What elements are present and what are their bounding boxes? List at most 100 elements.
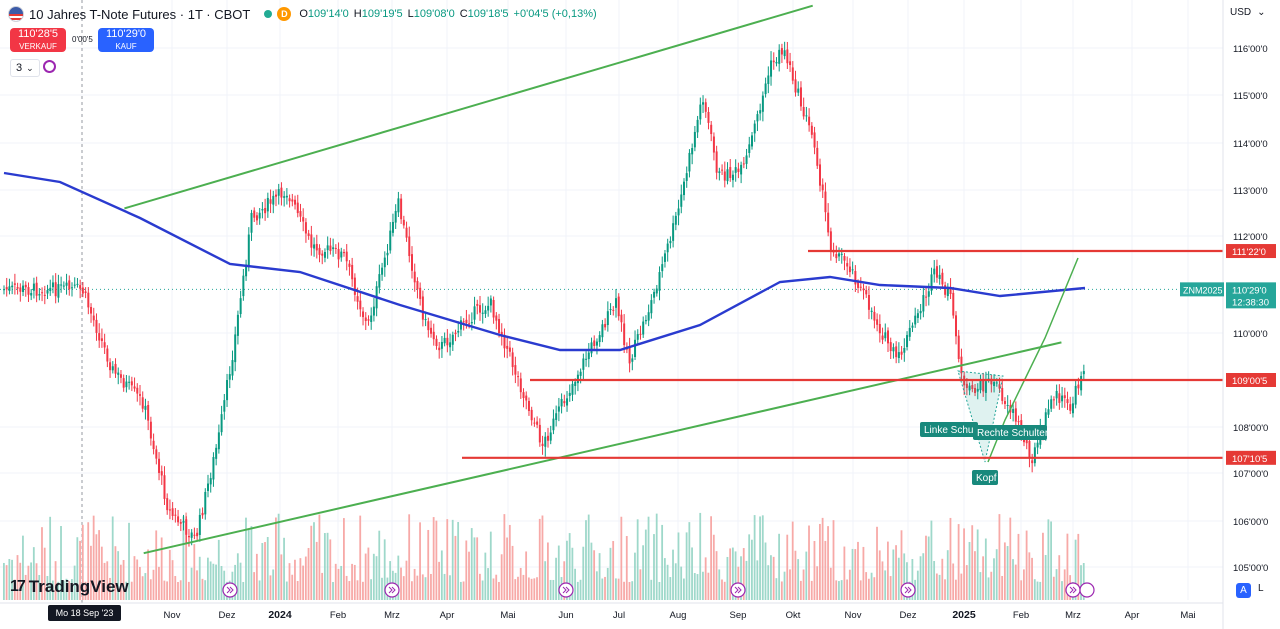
volume-bar bbox=[848, 569, 851, 600]
candle-body bbox=[65, 282, 68, 286]
volume-bar bbox=[340, 565, 343, 600]
volume-bar bbox=[130, 581, 133, 600]
volume-bar bbox=[770, 555, 772, 600]
currency-selector[interactable]: USD bbox=[1230, 7, 1266, 18]
volume-bar bbox=[824, 540, 827, 600]
candle-body bbox=[530, 409, 533, 421]
candle-body bbox=[421, 296, 424, 320]
volume-bar bbox=[288, 563, 291, 600]
time-tick: Aug bbox=[670, 610, 687, 621]
candle-body bbox=[359, 300, 362, 310]
symbol-title[interactable]: 10 Jahres T-Note Futures · 1T · CBOT bbox=[29, 6, 251, 22]
volume-bar bbox=[11, 559, 13, 600]
candle-body bbox=[816, 147, 819, 166]
volume-bar bbox=[261, 543, 264, 600]
volume-bar bbox=[527, 577, 530, 600]
log-scale-button[interactable]: L bbox=[1258, 583, 1264, 594]
volume-bar bbox=[375, 556, 378, 600]
time-tick: Mai bbox=[500, 610, 515, 621]
candle-body bbox=[457, 330, 460, 333]
volume-bar bbox=[517, 576, 519, 600]
market-open-icon bbox=[264, 10, 273, 18]
candle-body bbox=[895, 346, 898, 358]
volume-bar bbox=[343, 518, 345, 600]
candle-body bbox=[204, 491, 207, 515]
candle-body bbox=[848, 266, 851, 273]
volume-bar bbox=[332, 581, 334, 600]
candle-body bbox=[881, 335, 884, 340]
candle-body bbox=[990, 378, 993, 385]
candle-body bbox=[699, 104, 702, 120]
candle-body bbox=[775, 61, 778, 64]
volume-bar bbox=[272, 569, 275, 600]
volume-bar bbox=[234, 564, 236, 600]
volume-bar bbox=[313, 522, 315, 600]
volume-bar bbox=[400, 567, 402, 600]
volume-bar bbox=[277, 513, 280, 600]
candle-body bbox=[683, 181, 685, 196]
tradingview-logo[interactable]: 17 TradingView bbox=[10, 577, 129, 596]
volume-bar bbox=[449, 575, 451, 600]
candle-body bbox=[925, 296, 928, 298]
volume-bar bbox=[207, 557, 209, 600]
candle-body bbox=[353, 277, 356, 295]
volume-bar bbox=[625, 536, 628, 600]
candle-body bbox=[663, 253, 666, 262]
candle-body bbox=[979, 379, 982, 391]
candle-body bbox=[851, 269, 854, 271]
volume-bar bbox=[1025, 530, 1028, 600]
candle-body bbox=[133, 386, 136, 389]
symbol-header[interactable]: 10 Jahres T-Note Futures · 1T · CBOT D O… bbox=[8, 5, 597, 23]
candle-body bbox=[560, 398, 563, 407]
candle-body bbox=[704, 102, 707, 112]
buy-button[interactable]: 110'29'0 KAUF bbox=[98, 28, 154, 52]
candle-body bbox=[171, 508, 174, 516]
time-axis: Nov Dez 2024 Feb Mrz Apr Mai Jun Jul Aug Sep Okt Nov… bbox=[0, 602, 1223, 621]
candle-body bbox=[446, 337, 449, 346]
volume-bar bbox=[1039, 581, 1042, 600]
candle-body bbox=[955, 315, 957, 337]
sell-button[interactable]: 110'28'5 VERKAUF bbox=[10, 28, 66, 52]
volume-bar bbox=[566, 540, 568, 600]
volume-bar bbox=[364, 553, 367, 600]
candle-body bbox=[378, 274, 381, 288]
volume-bar bbox=[128, 522, 130, 600]
candle-body bbox=[764, 83, 767, 95]
candle-body bbox=[285, 195, 288, 198]
volume-bar bbox=[595, 571, 598, 600]
volume-bar bbox=[424, 577, 427, 600]
candle-body bbox=[51, 282, 54, 288]
volume-bar bbox=[938, 574, 941, 600]
candle-body bbox=[87, 292, 90, 308]
candle-body bbox=[582, 358, 585, 370]
candle-body bbox=[372, 306, 375, 316]
indicator-toggle[interactable]: 3 ⌄ bbox=[10, 59, 40, 77]
candle-body bbox=[487, 305, 490, 311]
candle-body bbox=[136, 387, 139, 394]
volume-bar bbox=[707, 572, 710, 600]
refresh-icon[interactable] bbox=[43, 60, 56, 73]
volume-bar bbox=[62, 580, 65, 600]
volume-bar bbox=[900, 530, 903, 600]
volume-bar bbox=[759, 516, 761, 600]
volume-bar bbox=[683, 578, 685, 600]
volume-bar bbox=[299, 558, 302, 600]
volume-bar bbox=[1003, 542, 1006, 600]
candle-body bbox=[318, 247, 321, 255]
auto-scale-button[interactable]: A bbox=[1236, 583, 1251, 598]
volume-bar bbox=[957, 524, 960, 600]
candle-body bbox=[669, 240, 672, 244]
volume-bar bbox=[568, 533, 571, 600]
level-price-tag: 111'22'0 bbox=[1232, 247, 1266, 258]
candle-body bbox=[345, 251, 348, 262]
volume-bar bbox=[549, 579, 552, 600]
candle-body bbox=[152, 440, 155, 450]
event-marker-icon bbox=[1079, 582, 1095, 598]
volume-bar bbox=[984, 538, 987, 600]
volume-bar bbox=[337, 568, 340, 600]
volume-bar bbox=[982, 556, 984, 600]
candle-body bbox=[231, 360, 234, 376]
candle-body bbox=[544, 436, 547, 447]
candle-body bbox=[799, 87, 802, 107]
